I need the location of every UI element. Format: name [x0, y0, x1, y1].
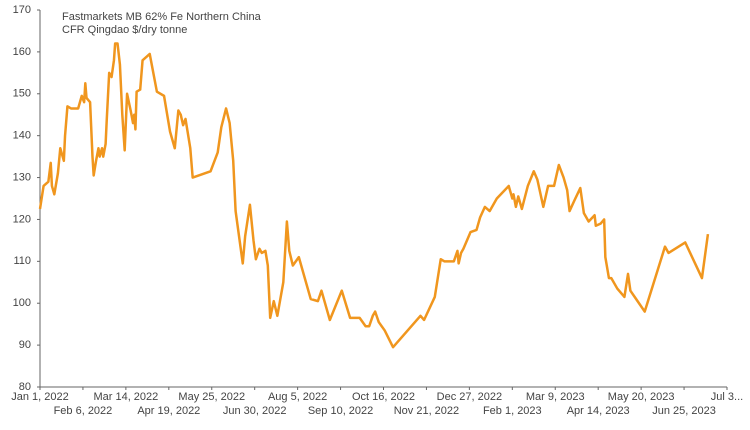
x-tick-label: Mar 14, 2022	[93, 391, 158, 403]
x-tick-label: Dec 27, 2022	[437, 391, 502, 403]
x-tick-label: Mar 9, 2023	[526, 391, 585, 403]
x-tick-label: Apr 14, 2023	[567, 405, 630, 417]
y-tick-label: 140	[13, 130, 31, 142]
x-tick-label: Jun 25, 2023	[652, 405, 716, 417]
y-tick-label: 90	[19, 339, 31, 351]
x-tick-label: Apr 19, 2022	[137, 405, 200, 417]
price-line	[38, 42, 710, 349]
x-tick-label: Jul 3...	[711, 391, 743, 403]
y-tick-label: 160	[13, 46, 31, 58]
x-tick-label: Aug 5, 2022	[268, 391, 327, 403]
y-tick-label: 130	[13, 171, 31, 183]
y-tick-label: 170	[13, 4, 31, 16]
y-tick-label: 150	[13, 88, 31, 100]
x-tick-label: Feb 1, 2023	[483, 405, 542, 417]
x-tick-label: Jan 1, 2022	[11, 391, 69, 403]
x-tick-label: Feb 6, 2022	[54, 405, 113, 417]
x-tick-label: May 20, 2023	[608, 391, 675, 403]
x-tick-label: May 25, 2022	[178, 391, 245, 403]
y-tick-label: 110	[13, 255, 31, 267]
y-tick-label: 100	[13, 297, 31, 309]
chart-subtitle: CFR Qingdao $/dry tonne	[62, 24, 187, 36]
x-tick-label: Jun 30, 2022	[223, 405, 287, 417]
x-tick-label: Oct 16, 2022	[352, 391, 415, 403]
x-tick-label: Nov 21, 2022	[394, 405, 459, 417]
y-tick-label: 80	[19, 381, 31, 393]
x-tick-label: Sep 10, 2022	[308, 405, 373, 417]
chart-title: Fastmarkets MB 62% Fe Northern China	[62, 11, 262, 23]
y-tick-label: 120	[13, 213, 31, 225]
